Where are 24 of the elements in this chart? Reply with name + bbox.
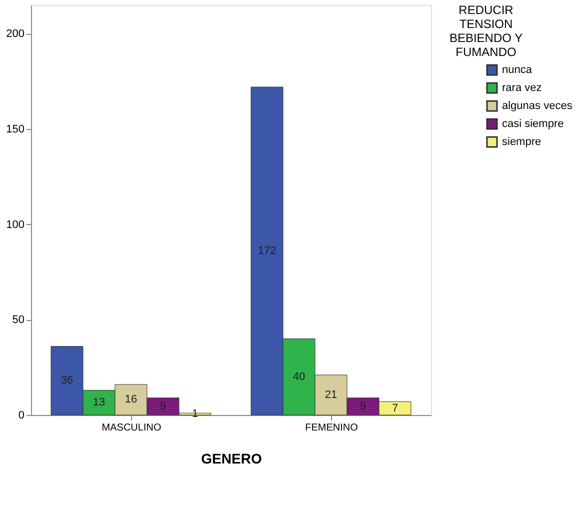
- legend-label: rara vez: [502, 82, 542, 94]
- legend-title: REDUCIR TENSION BEBIENDO Y FUMANDO: [449, 3, 523, 59]
- y-tick-label: 50: [12, 314, 24, 326]
- data-label: 172: [258, 245, 276, 257]
- data-label: 13: [92, 396, 106, 409]
- data-label: 16: [124, 394, 138, 406]
- data-label: 7: [392, 402, 398, 414]
- data-label: 9: [160, 400, 166, 412]
- legend-label: nunca: [502, 64, 533, 76]
- y-tick-label: 100: [6, 218, 24, 231]
- legend-label: siempre: [502, 136, 542, 148]
- data-label: 9: [360, 400, 366, 412]
- data-label: 36: [60, 374, 74, 387]
- legend-label: casi siempre: [502, 118, 564, 130]
- data-label: 40: [292, 370, 306, 383]
- legend-label: algunas veces: [502, 100, 573, 112]
- y-tick-label: 200: [6, 28, 24, 40]
- y-tick-label: 150: [6, 123, 24, 136]
- x-tick-label: MASCULINO: [102, 422, 162, 434]
- x-axis-title: GENERO: [201, 450, 262, 466]
- x-tick-label: FEMENINO: [305, 422, 358, 434]
- y-tick-label: 0: [18, 410, 24, 422]
- data-label: 1: [192, 408, 198, 420]
- data-label: 21: [324, 388, 338, 401]
